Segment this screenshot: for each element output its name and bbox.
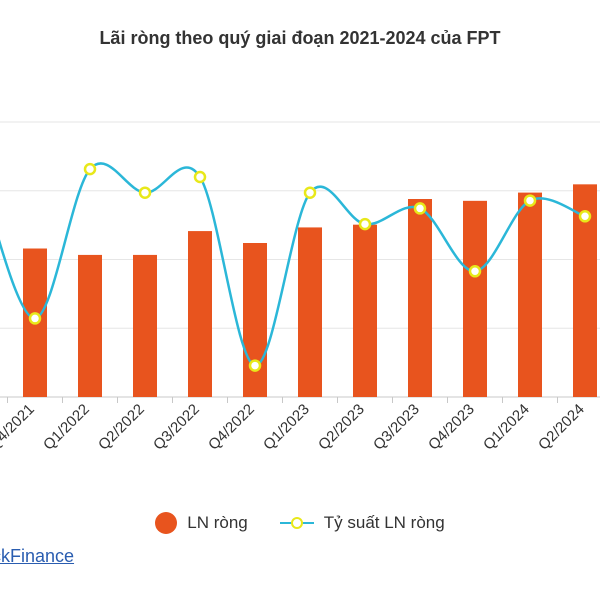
x-tick-label: Q2/2022 (95, 401, 148, 454)
legend-item-bar[interactable]: LN ròng (155, 512, 248, 534)
legend: LN ròng Tỷ suất LN ròng (0, 512, 600, 534)
legend-bar-swatch (155, 512, 178, 534)
bar-Q1/2023 (298, 227, 322, 397)
line-point-Q4/2021 (28, 312, 42, 325)
line-point-Q3/2023 (413, 202, 427, 215)
x-tick-label: Q4/2021 (0, 401, 38, 454)
line-point-Q4/2023 (468, 265, 482, 278)
bar-Q4/2023 (463, 200, 487, 397)
x-tick-label: Q4/2023 (425, 401, 478, 454)
bar-Q3/2023 (408, 199, 432, 397)
line-point-Q1/2022 (83, 162, 97, 176)
x-tick-label: Q2/2023 (315, 401, 368, 454)
line-point-Q2/2022 (138, 186, 152, 199)
line-point-Q2/2023 (358, 217, 372, 231)
x-tick-label: Q1/2022 (40, 401, 93, 454)
legend-bar-label: LN ròng (187, 513, 248, 532)
line-point-Q1/2023 (303, 186, 317, 199)
chart-title: Lãi ròng theo quý giai đoạn 2021-2024 củ… (99, 28, 501, 48)
x-tick-label: Q2/2024 (535, 401, 588, 454)
x-tick-label: Q3/2023 (370, 401, 423, 454)
legend-line-swatch (279, 516, 314, 530)
line-point-Q3/2022 (193, 170, 207, 184)
x-tick-label: Q4/2022 (205, 401, 258, 454)
line-point-Q2/2024 (578, 210, 592, 223)
bar-Q1/2022 (78, 254, 102, 397)
bar-Q2/2022 (133, 254, 157, 397)
x-tick-label: Q1/2024 (480, 401, 533, 454)
bar-Q1/2024 (518, 192, 542, 397)
legend-line-label: Tỷ suất LN ròng (323, 513, 445, 532)
bar-Q2/2023 (353, 224, 377, 397)
legend-item-line[interactable]: Tỷ suất LN ròng (279, 513, 445, 533)
x-tick-label: Q1/2023 (260, 401, 313, 454)
line-point-Q4/2022 (248, 359, 262, 372)
bar-Q3/2022 (188, 231, 212, 397)
x-tick-label: Q3/2022 (150, 401, 203, 454)
line-point-Q1/2024 (523, 194, 537, 207)
source-link[interactable]: ckFinance (0, 546, 75, 566)
bar-Q4/2022 (243, 243, 267, 397)
